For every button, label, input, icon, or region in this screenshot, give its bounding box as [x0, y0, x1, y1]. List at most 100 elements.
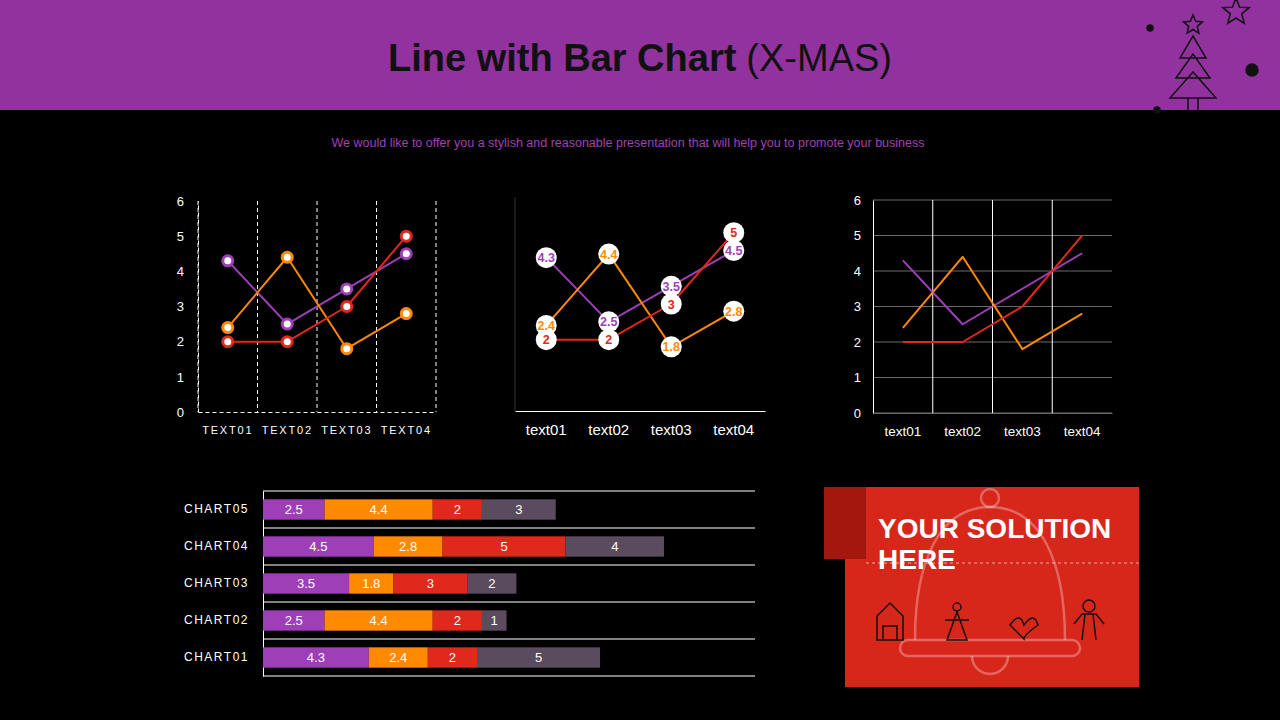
point-marker [223, 323, 233, 333]
tick: TEXT04 [381, 412, 432, 436]
tick-label: 6 [854, 193, 861, 208]
dot-icon [1147, 25, 1153, 31]
tick: 6 [854, 193, 873, 208]
tick-label: 2 [854, 335, 861, 350]
tick: 3 [177, 299, 198, 314]
series-line [903, 253, 1082, 324]
dot-icon [1154, 107, 1160, 113]
row-divider [263, 528, 755, 529]
tick: text01 [884, 413, 921, 439]
data-label: 2 [488, 576, 495, 591]
data-label: 3 [668, 298, 675, 312]
point-marker [661, 336, 682, 357]
tick: CHART04 [184, 539, 263, 553]
point-marker [223, 256, 233, 266]
icon [1010, 618, 1038, 639]
y-axis: CHART01CHART02CHART03CHART04CHART05 [184, 492, 263, 677]
bar-segment [263, 536, 374, 556]
star-icon [1223, 0, 1250, 23]
bar-segment [325, 610, 433, 630]
bar-segment [482, 499, 556, 519]
point-marker [401, 309, 411, 319]
data-label: 4.4 [370, 613, 388, 628]
text-line: YOUR SOLUTION [878, 513, 1111, 544]
point-marker [282, 319, 292, 329]
data-label: 5 [535, 650, 542, 665]
category-divider [376, 201, 377, 412]
data-label: 4.4 [600, 248, 617, 262]
bar-segment [369, 647, 428, 667]
tick-label: CHART04 [184, 539, 249, 553]
tick: CHART05 [184, 502, 263, 516]
tick: TEXT02 [262, 412, 313, 436]
icon [945, 603, 969, 640]
axis-line [874, 413, 1113, 414]
series-line [228, 254, 407, 324]
tick: 3 [854, 299, 873, 314]
bar-segment [263, 573, 349, 593]
tick-label: 3 [177, 299, 184, 314]
data-label: 2.5 [285, 502, 303, 517]
title-suffix: (X-MAS) [746, 37, 892, 79]
tick-label: text03 [651, 421, 692, 438]
data-label: 3.5 [663, 280, 680, 294]
row-divider [263, 676, 755, 677]
data-label: 2.8 [399, 539, 417, 554]
text-line: HERE [878, 544, 956, 575]
y-axis: 0123456 [854, 193, 874, 421]
data-label: 4.4 [370, 502, 388, 517]
data-label: 2.5 [600, 315, 617, 329]
data-label: 3 [515, 502, 522, 517]
tick-label: 5 [177, 229, 184, 244]
axis-line [198, 202, 199, 413]
tick-label: CHART01 [184, 650, 249, 664]
data-label: 2.5 [285, 613, 303, 628]
tick: 1 [177, 369, 198, 384]
point-marker [342, 344, 352, 354]
tick-label: TEXT03 [321, 424, 372, 436]
data-label: 2 [454, 613, 461, 628]
callout-accent [824, 487, 866, 559]
tick: CHART01 [184, 650, 263, 664]
header-band [0, 0, 1280, 110]
row-divider [263, 491, 755, 492]
tick: 4 [854, 264, 873, 279]
series-line [228, 257, 407, 348]
plot-marks [223, 231, 412, 354]
data-label: 3.5 [297, 576, 315, 591]
tick-label: text02 [588, 421, 629, 438]
data-label: 4.5 [309, 539, 327, 554]
bar-segment [428, 647, 477, 667]
tick-label: TEXT02 [262, 424, 313, 436]
x-axis: text01text02text03text04 [874, 413, 1113, 439]
data-label: 4 [611, 539, 618, 554]
point-marker [282, 252, 292, 262]
data-label: 2.4 [538, 319, 555, 333]
icon [1074, 600, 1104, 640]
axis-line [199, 412, 437, 413]
point-marker [598, 244, 619, 265]
bar-segment [263, 647, 369, 667]
tick: text03 [651, 411, 692, 438]
tick: 2 [177, 334, 198, 349]
plot-marks [263, 499, 664, 667]
bar-chart: CHART01CHART02CHART03CHART04CHART054.32.… [184, 491, 755, 677]
series-line [903, 257, 1082, 349]
tick-label: 0 [854, 406, 861, 421]
category-divider [198, 201, 199, 412]
bar-segment [374, 536, 443, 556]
tick-label: text01 [526, 421, 567, 438]
tick: text01 [526, 411, 567, 438]
bar-segment [349, 573, 393, 593]
line-chart: 0123456text01text02text03text04 [854, 193, 1113, 439]
tick-label: CHART03 [184, 576, 249, 590]
point-marker [598, 311, 619, 332]
data-label: 2.4 [389, 650, 407, 665]
icon [877, 603, 903, 640]
tick-label: 4 [854, 264, 861, 279]
point-marker [223, 337, 233, 347]
callout-text: YOUR SOLUTIONHERE [878, 513, 1111, 575]
point-marker [536, 247, 557, 268]
row-divider [263, 602, 755, 603]
tick: text04 [713, 411, 754, 438]
